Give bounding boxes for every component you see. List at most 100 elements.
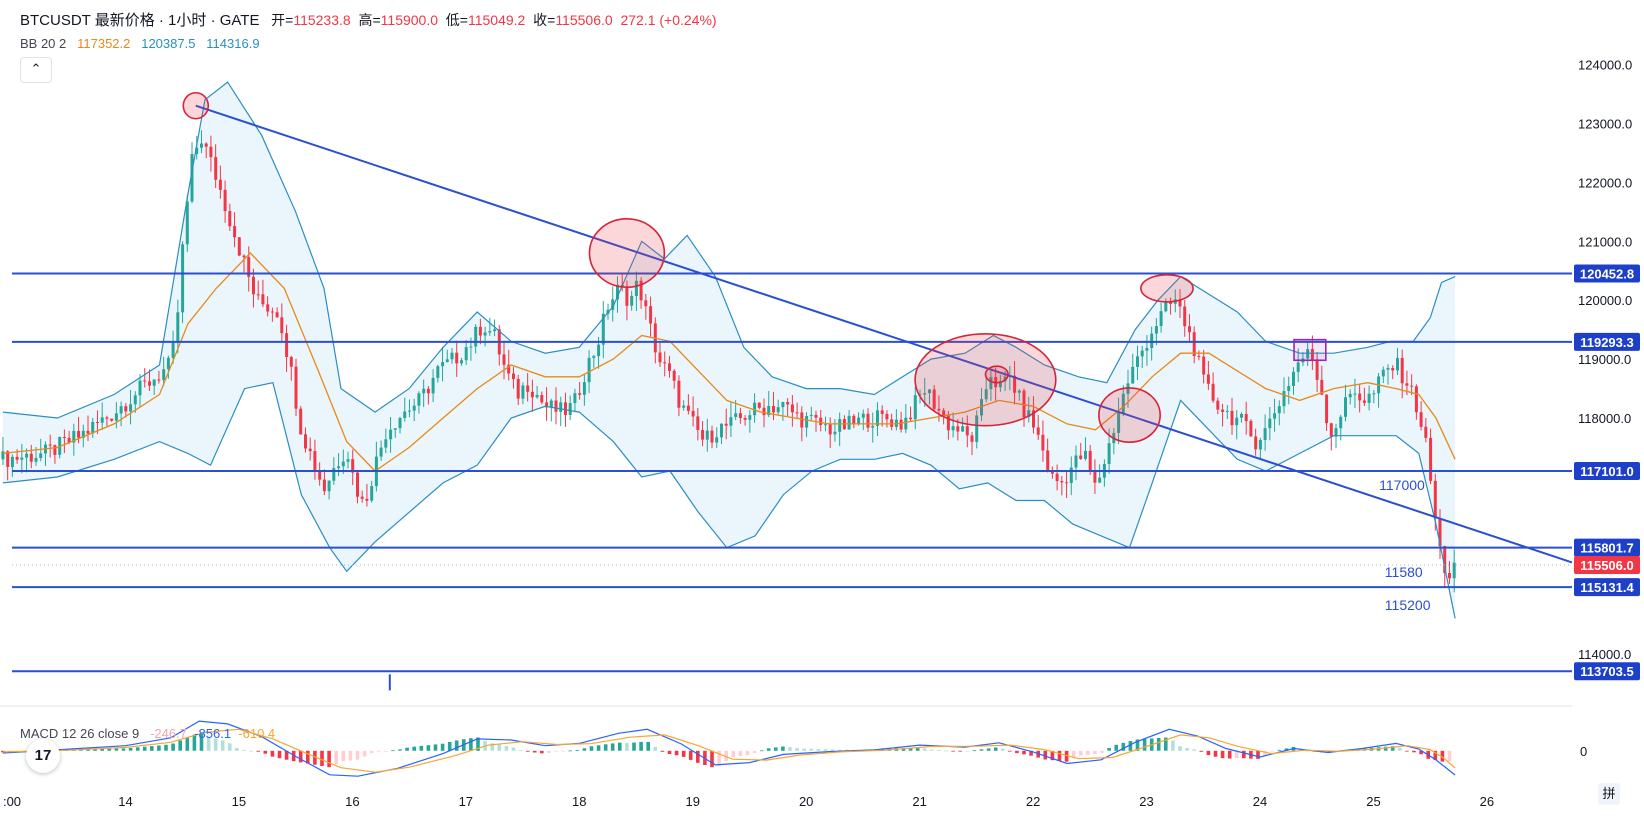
macd-histogram-bar bbox=[1164, 737, 1168, 751]
macd-histogram-bar bbox=[1284, 748, 1289, 751]
candle-body bbox=[682, 405, 686, 408]
macd-histogram-value: -246.7 bbox=[150, 726, 187, 741]
candle-body bbox=[256, 294, 260, 296]
candle-body bbox=[540, 395, 544, 403]
candle-body bbox=[133, 395, 137, 405]
macd-histogram-bar bbox=[937, 750, 941, 751]
candle-body bbox=[918, 394, 922, 396]
candle-body bbox=[762, 407, 766, 416]
macd-histogram-bar bbox=[901, 748, 906, 751]
candle-body bbox=[592, 356, 596, 358]
highlight-ellipse bbox=[1098, 387, 1161, 443]
candle-body bbox=[1310, 349, 1314, 360]
candle-body bbox=[247, 257, 251, 277]
candle-body bbox=[1088, 450, 1092, 472]
trendline bbox=[195, 104, 1573, 564]
macd-histogram-bar bbox=[688, 750, 693, 760]
macd-line-value: -856.1 bbox=[194, 726, 232, 741]
macd-histogram-bar bbox=[603, 744, 608, 751]
candle-body bbox=[1320, 379, 1324, 395]
price-tick-label: 114000.0 bbox=[1578, 647, 1631, 662]
candle-body bbox=[502, 354, 506, 365]
candle-body bbox=[1202, 356, 1206, 375]
macd-histogram-bar bbox=[681, 750, 686, 757]
candle-body bbox=[757, 402, 761, 408]
bollinger-upper-line bbox=[2, 81, 1456, 419]
candle-body bbox=[162, 369, 166, 380]
price-axis-badges: 120452.8 119293.3 117101.0 115801.7 115131.4… bbox=[1574, 264, 1640, 681]
price-badge-label: 120452.8 bbox=[1580, 266, 1634, 281]
candle-body bbox=[204, 143, 208, 147]
macd-histogram-bar bbox=[781, 746, 785, 751]
candle-body bbox=[455, 352, 459, 364]
candle-body bbox=[625, 286, 629, 306]
macd-histogram-bar bbox=[1199, 750, 1204, 752]
candle-body bbox=[280, 317, 284, 334]
macd-histogram-bar bbox=[596, 745, 601, 751]
price-badge bbox=[1574, 264, 1640, 283]
candle-body bbox=[62, 437, 66, 438]
candle-body bbox=[890, 419, 894, 427]
symbol-title[interactable]: BTCUSDT 最新价格 · 1小时 · GATE bbox=[20, 12, 260, 29]
macd-histogram-bar bbox=[1015, 750, 1019, 754]
candle-body bbox=[270, 311, 274, 313]
macd-histogram-bar bbox=[951, 750, 955, 752]
candle-body bbox=[185, 201, 189, 245]
macd-histogram-bar bbox=[610, 743, 615, 751]
macd-histogram-bar bbox=[391, 750, 395, 752]
macd-histogram-bar bbox=[1128, 741, 1133, 751]
candle-body bbox=[322, 479, 326, 492]
drawings[interactable]: 117000 11580 115200 bbox=[182, 91, 1573, 691]
macd-histogram-bar bbox=[532, 750, 537, 753]
macd-histogram-bar bbox=[908, 747, 913, 751]
candle-body bbox=[852, 415, 856, 424]
time-tick-label: 21 bbox=[912, 794, 926, 809]
macd-histogram-bar bbox=[327, 750, 331, 768]
candle-body bbox=[431, 377, 435, 394]
macd-histogram-bar bbox=[440, 743, 445, 751]
macd-histogram-bar bbox=[1419, 750, 1423, 755]
price-badge-label: 113703.5 bbox=[1580, 664, 1634, 679]
candle-body bbox=[748, 415, 752, 420]
bollinger-basis-line bbox=[2, 252, 1456, 472]
macd-histogram-bar bbox=[355, 750, 360, 760]
tradingview-logo[interactable]: 17 bbox=[26, 739, 60, 773]
candle-body bbox=[181, 244, 185, 313]
macd-histogram-bar bbox=[405, 747, 409, 751]
candle-body bbox=[521, 385, 525, 399]
macd-histogram-bar bbox=[1227, 750, 1232, 759]
macd-histogram-bar bbox=[568, 750, 572, 752]
macd-histogram-bar bbox=[348, 750, 353, 761]
macd-histogram-bar bbox=[795, 748, 799, 751]
candle-body bbox=[672, 370, 676, 381]
candle-body bbox=[1154, 326, 1158, 334]
macd-histogram-bar bbox=[384, 750, 388, 752]
macd-signal-value: -610.4 bbox=[238, 726, 276, 741]
macd-histogram-bar bbox=[618, 742, 622, 751]
price-badge-label: 117101.0 bbox=[1580, 464, 1634, 479]
macd-histogram-bar bbox=[518, 750, 523, 752]
candle-body bbox=[876, 410, 879, 426]
candle-body bbox=[233, 226, 237, 238]
candle-body bbox=[715, 437, 719, 443]
candle-body bbox=[724, 423, 728, 426]
macd-histogram-bar bbox=[100, 748, 104, 751]
candle-body bbox=[327, 480, 331, 492]
open-label: 开= bbox=[271, 12, 294, 28]
macd-histogram-bar bbox=[1093, 750, 1097, 755]
macd-histogram-bar bbox=[759, 750, 764, 752]
collapse-legend-button[interactable]: ⌃ bbox=[20, 57, 52, 83]
macd-histogram-bar bbox=[114, 748, 119, 751]
bollinger-legend[interactable]: BB 20 2 117352.2 120387.5 114316.9 bbox=[20, 36, 260, 51]
input-method-icon[interactable]: 拼 bbox=[1598, 783, 1620, 805]
macd-histogram-bar bbox=[816, 748, 821, 751]
candle-body bbox=[91, 422, 95, 434]
horizontal-levels[interactable] bbox=[12, 272, 1572, 673]
candle-body bbox=[289, 357, 293, 367]
candle-body bbox=[1117, 412, 1121, 433]
candle-body bbox=[512, 373, 515, 379]
candle-body bbox=[871, 425, 875, 428]
macd-legend[interactable]: MACD 12 26 close 9 -246.7 -856.1 -610.4 bbox=[20, 726, 275, 741]
macd-histogram-bar bbox=[256, 750, 260, 752]
